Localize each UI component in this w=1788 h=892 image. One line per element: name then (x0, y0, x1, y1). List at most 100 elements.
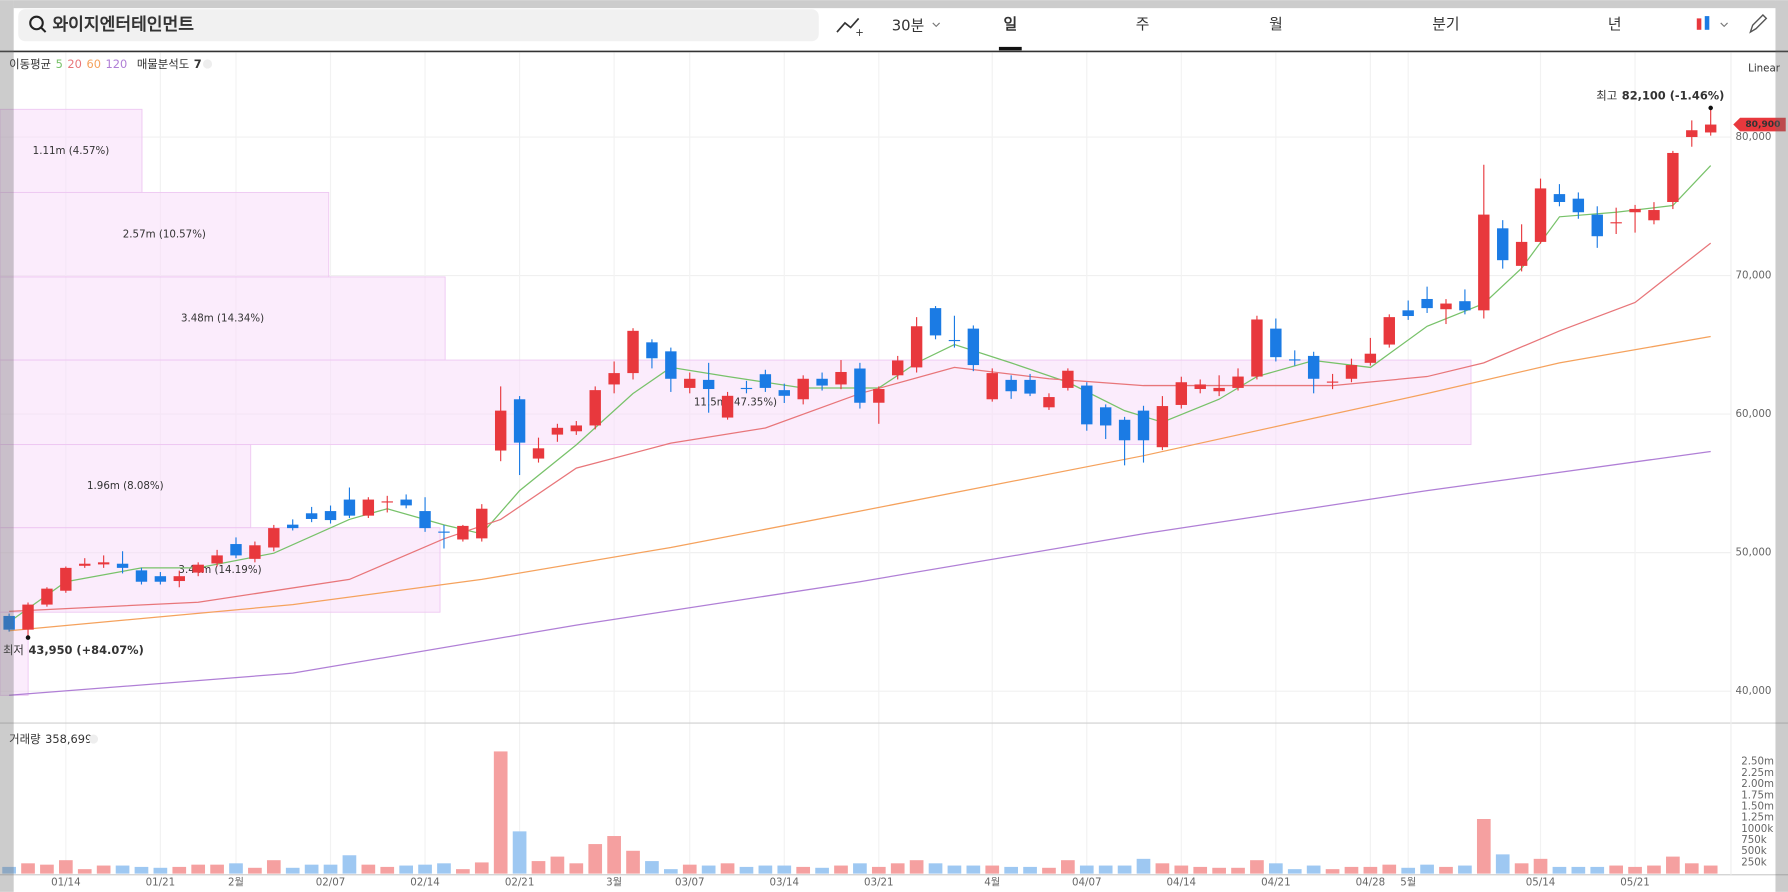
candle-body (1591, 214, 1603, 237)
extreme-title: 최고 (1596, 88, 1617, 102)
draw-icon[interactable] (1749, 13, 1768, 34)
candle-body (665, 351, 677, 379)
volume-bar (1231, 867, 1245, 874)
candle-body (1175, 382, 1188, 405)
volume-bar (1155, 863, 1170, 874)
period-tab[interactable]: 일 (1003, 16, 1017, 33)
chart-type-icon[interactable] (836, 17, 860, 33)
volume-bar (1269, 863, 1283, 874)
period-tab[interactable]: 년 (1608, 16, 1622, 33)
volume-bar (909, 860, 924, 874)
search-icon (40, 26, 47, 33)
period-tab[interactable]: 월 (1269, 16, 1283, 33)
ma-legend-item: 20 (67, 56, 82, 70)
candle-body (551, 427, 564, 435)
profile-label: 1.11m (4.57%) (33, 145, 110, 157)
volume-bar (1439, 866, 1453, 874)
chart-type-icon: + (855, 27, 864, 39)
candle-body (1534, 188, 1547, 242)
volume-bar (1061, 860, 1075, 874)
candle-body (1326, 381, 1339, 383)
candle-body (135, 570, 148, 582)
volume-tick-label: 1.50m (1741, 800, 1774, 812)
candle-body (1572, 198, 1585, 213)
candle-body (797, 378, 809, 400)
close-icon[interactable] (202, 59, 213, 69)
volume-bar (380, 866, 395, 874)
candle-body (173, 576, 185, 582)
scale-mode[interactable]: Linear (1748, 63, 1781, 75)
volume-bar (758, 865, 773, 874)
candle-body (1270, 328, 1282, 358)
volume-bar (304, 864, 319, 874)
candle-body (3, 615, 15, 630)
volume-bar (796, 866, 811, 874)
search-query[interactable]: 와이지엔터테인먼트 (52, 15, 194, 35)
candle-body (211, 555, 223, 564)
candle-icon[interactable] (1704, 16, 1710, 30)
candle-body (1194, 384, 1206, 390)
y-tick-label: 50,000 (1736, 547, 1772, 559)
volume-bar (985, 865, 1000, 874)
interval-select[interactable]: 30분 (892, 17, 924, 34)
volume-tick-label: 2.50m (1741, 756, 1774, 768)
candle-body (948, 339, 961, 342)
ma-legend-item: 5 (56, 56, 63, 70)
candle-body (1478, 214, 1490, 311)
volume-bar (1420, 864, 1434, 874)
volume-bar (285, 867, 300, 874)
volume-bar (1363, 866, 1378, 874)
volume-title: 거래량 (9, 732, 41, 746)
x-tick-label: 03/21 (864, 877, 894, 889)
candle-body (1383, 317, 1395, 345)
candle-body (1497, 228, 1509, 261)
y-tick-label: 60,000 (1736, 408, 1772, 420)
candle-body (60, 567, 72, 591)
x-tick-label: 04/21 (1261, 877, 1291, 889)
volume-bar (966, 865, 981, 874)
volume-bar (361, 864, 376, 874)
search-box[interactable] (18, 9, 819, 42)
candle-body (721, 395, 734, 418)
profile-label: 3.48m (14.34%) (181, 313, 264, 325)
period-tab[interactable]: 주 (1136, 16, 1150, 33)
volume-bar (777, 865, 792, 874)
volume-bar (323, 864, 338, 874)
x-tick-label: 04/28 (1356, 877, 1386, 889)
volume-bar (21, 863, 35, 874)
candle-body (816, 378, 828, 386)
candle-body (1686, 130, 1698, 138)
volume-bar (456, 869, 470, 874)
candle-body (381, 501, 393, 503)
volume-bar (607, 836, 621, 874)
candle-icon[interactable] (1696, 18, 1702, 30)
candle-body (1251, 319, 1263, 377)
candle-body (192, 564, 204, 573)
volume-bar (96, 865, 111, 874)
volume-bar (1514, 863, 1529, 874)
profile-label: 1.96m (8.08%) (87, 480, 164, 492)
frame-edge (13, 0, 1776, 9)
volume-tick-label: 500k (1741, 845, 1767, 857)
volume-tick-label: 250k (1741, 856, 1767, 868)
ma-line (9, 450, 1711, 696)
ma-legend-item: 60 (86, 56, 100, 70)
x-tick-label: 2월 (228, 877, 244, 889)
candle-body (1062, 370, 1074, 388)
close-icon[interactable] (88, 734, 99, 744)
volume-bar (834, 865, 848, 874)
volume-bar (1609, 865, 1623, 874)
x-tick-label: 02/14 (410, 877, 440, 889)
candle-body (1345, 365, 1358, 379)
candle-body (1421, 298, 1433, 309)
volume-bar (1098, 865, 1113, 874)
chevron (932, 22, 941, 28)
period-tab[interactable]: 분기 (1432, 16, 1459, 33)
candle-body (457, 525, 469, 540)
volume-bar (1382, 864, 1397, 874)
extreme-label: 최저 43,950 (+84.07%) (3, 643, 144, 657)
extreme-label: 최고 82,100 (-1.46%) (1596, 88, 1724, 102)
candle-body (910, 326, 923, 368)
